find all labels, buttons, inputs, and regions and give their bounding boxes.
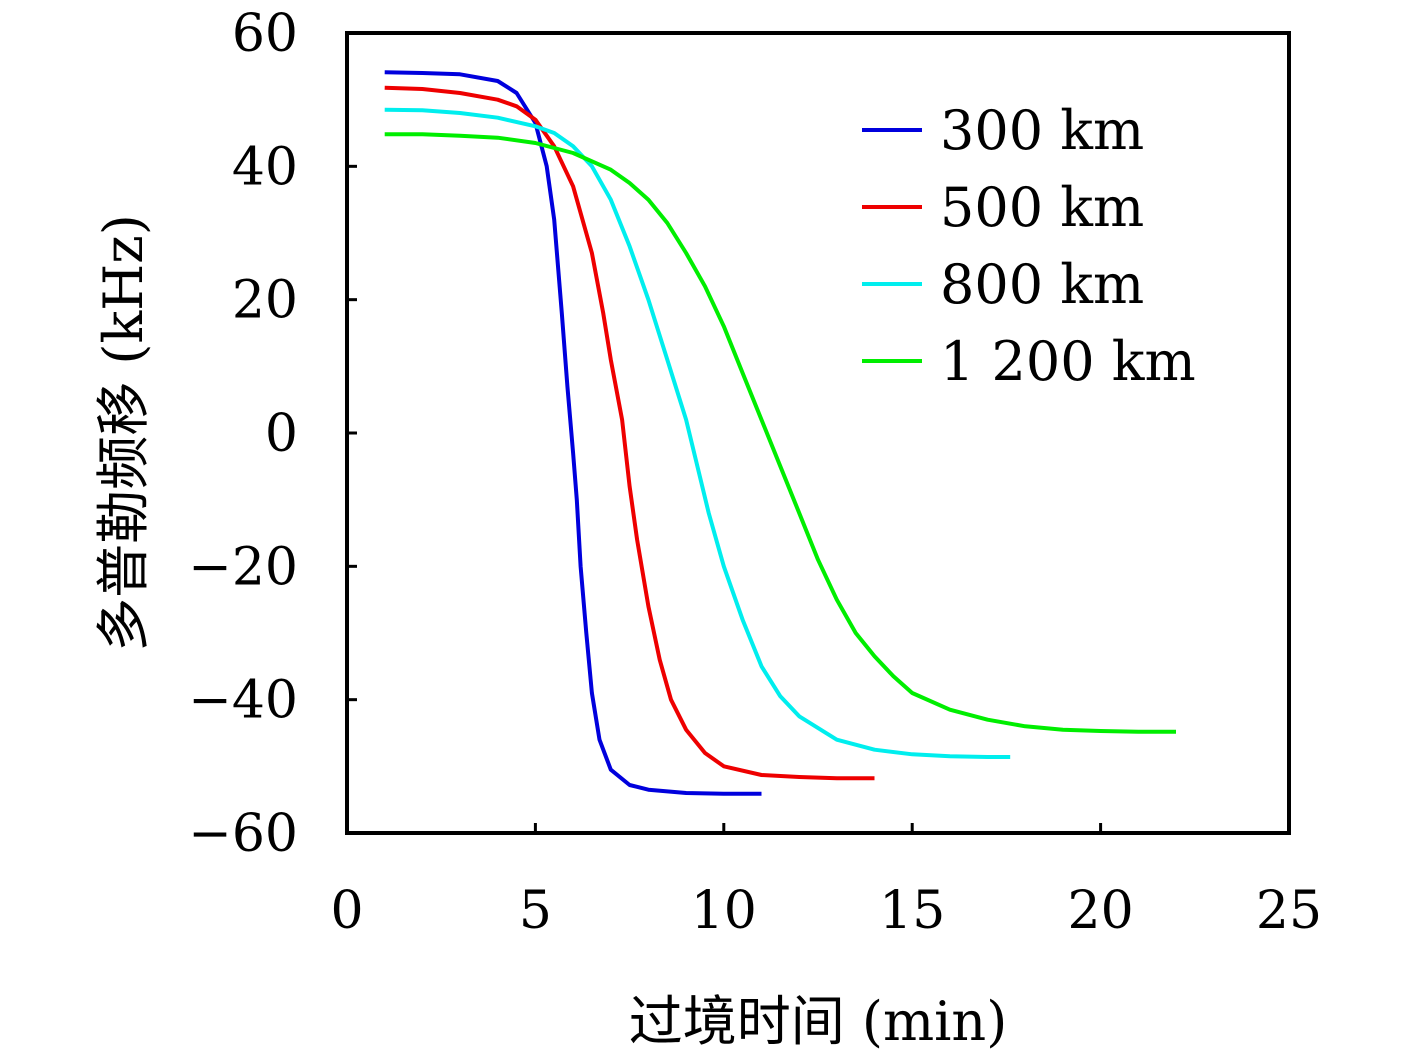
x-axis-label: 过境时间 (min) bbox=[629, 990, 1008, 1053]
y-tick-label: 40 bbox=[232, 137, 298, 197]
y-tick-label: −40 bbox=[188, 671, 298, 731]
x-tick-label: 0 bbox=[330, 881, 363, 941]
legend-label-0: 300 km bbox=[940, 99, 1144, 162]
legend: 300 km 500 km 800 km 1 200 km bbox=[862, 99, 1196, 393]
x-tick-label: 5 bbox=[519, 881, 552, 941]
y-tick-label: 0 bbox=[265, 404, 298, 464]
x-tick-label: 15 bbox=[879, 881, 945, 941]
series-line-0 bbox=[384, 70, 762, 796]
y-tick-label: 60 bbox=[232, 4, 298, 64]
plot-frame bbox=[345, 31, 1291, 835]
y-tick-label: −20 bbox=[188, 537, 298, 597]
y-tick-label: 20 bbox=[232, 271, 298, 331]
x-tick-label: 20 bbox=[1068, 881, 1134, 941]
series-line-3 bbox=[384, 132, 1176, 734]
x-tick-label: 10 bbox=[691, 881, 757, 941]
series-line-2 bbox=[384, 107, 1011, 759]
ticks-layer: 0 5 10 15 20 25 60 40 20 0 −20 −40 −60 bbox=[188, 4, 1322, 941]
series-layer bbox=[384, 70, 1176, 796]
legend-label-1: 500 km bbox=[940, 176, 1144, 239]
y-axis-label: 多普勒频移 (kHz) bbox=[92, 214, 155, 652]
legend-label-3: 1 200 km bbox=[940, 330, 1196, 393]
legend-label-2: 800 km bbox=[940, 253, 1144, 316]
x-tick-label: 25 bbox=[1256, 881, 1322, 941]
series-line-1 bbox=[384, 85, 875, 781]
y-tick-label: −60 bbox=[188, 804, 298, 864]
